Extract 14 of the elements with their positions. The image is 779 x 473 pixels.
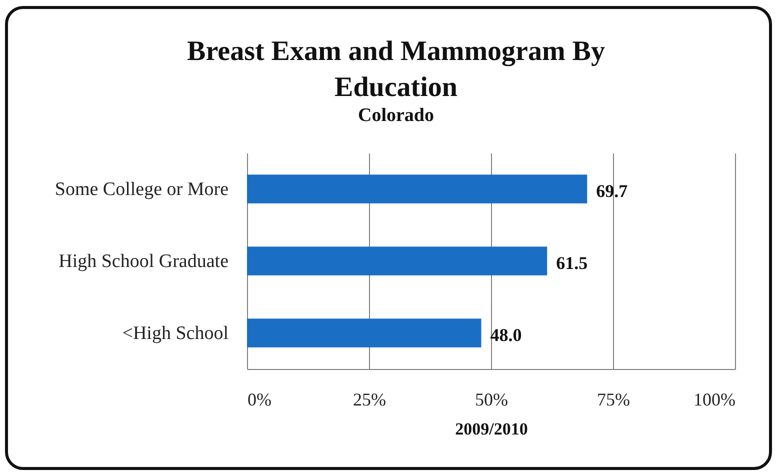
y-tick-label: Some College or More: [54, 179, 228, 200]
x-tick-label: 75%: [597, 390, 630, 410]
x-tick-label: 0%: [248, 390, 272, 410]
data-label: 61.5: [556, 253, 588, 273]
x-tick-label: 100%: [694, 390, 736, 410]
chart-title: Breast Exam and Mammogram By Education: [187, 36, 605, 103]
data-label: 48.0: [490, 325, 522, 345]
y-tick-label: High School Graduate: [58, 251, 228, 272]
y-tick-label: <High School: [122, 323, 228, 344]
x-tick-label: 50%: [475, 390, 508, 410]
x-tick-label: 25%: [353, 390, 386, 410]
chart-subtitle: Colorado: [358, 105, 434, 126]
x-axis-title: 2009/2010: [455, 420, 528, 438]
data-label: 69.7: [596, 181, 628, 201]
